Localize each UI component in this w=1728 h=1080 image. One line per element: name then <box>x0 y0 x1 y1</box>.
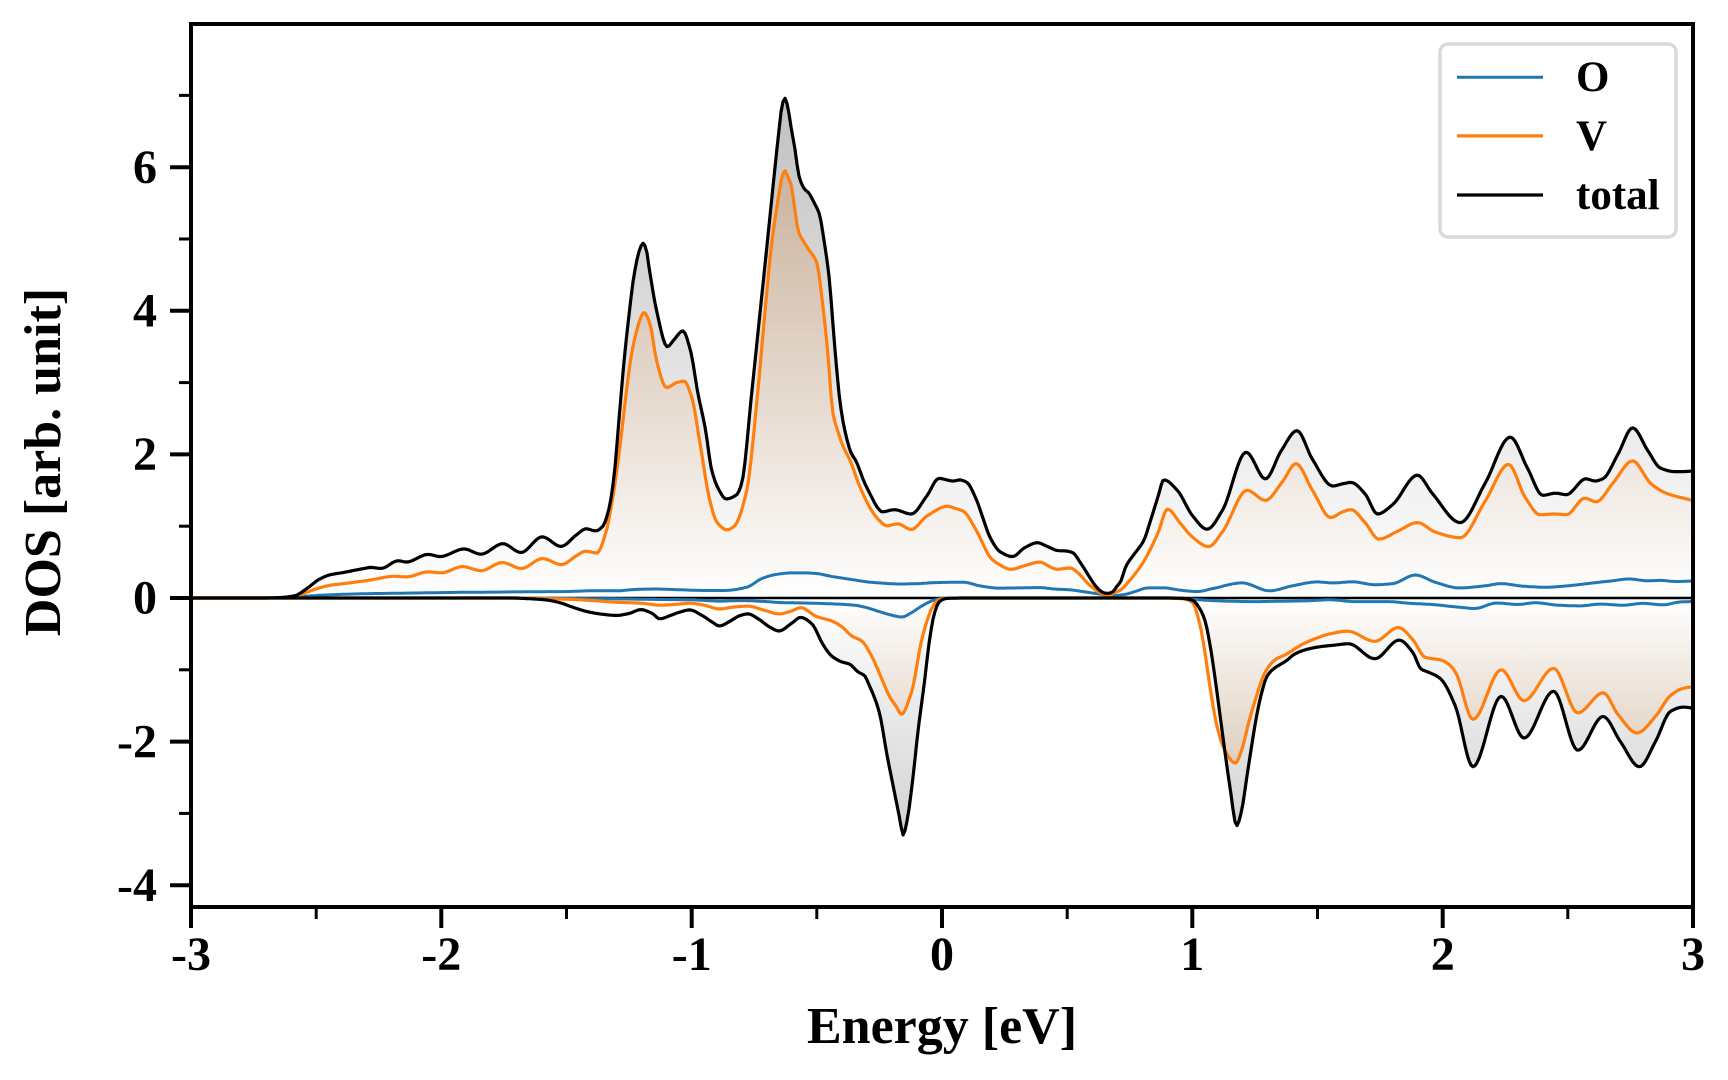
svg-text:-2: -2 <box>117 715 157 768</box>
svg-text:DOS [arb. unit]: DOS [arb. unit] <box>15 288 72 636</box>
svg-text:2: 2 <box>1431 928 1455 981</box>
svg-text:6: 6 <box>133 141 157 194</box>
svg-text:3: 3 <box>1681 928 1705 981</box>
svg-text:-1: -1 <box>672 928 712 981</box>
svg-text:0: 0 <box>930 928 954 981</box>
svg-text:1: 1 <box>1180 928 1204 981</box>
svg-text:4: 4 <box>133 285 157 338</box>
svg-text:0: 0 <box>133 572 157 625</box>
svg-text:-3: -3 <box>171 928 211 981</box>
svg-text:total: total <box>1576 172 1660 219</box>
svg-text:-4: -4 <box>117 859 157 912</box>
svg-text:V: V <box>1576 113 1607 160</box>
svg-text:-2: -2 <box>421 928 461 981</box>
svg-text:O: O <box>1576 54 1609 101</box>
svg-text:2: 2 <box>133 428 157 481</box>
svg-text:Energy [eV]: Energy [eV] <box>807 998 1077 1055</box>
